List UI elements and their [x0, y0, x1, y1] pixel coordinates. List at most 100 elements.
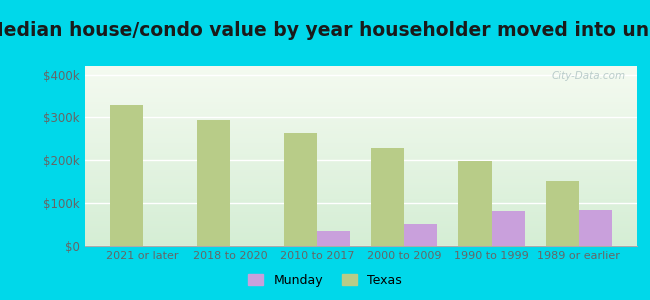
Bar — [84, 86, 637, 88]
Bar — [84, 82, 637, 84]
Bar — [84, 93, 637, 95]
Bar — [84, 165, 637, 167]
Bar — [84, 100, 637, 102]
Bar — [84, 226, 637, 228]
Bar — [84, 183, 637, 185]
Bar — [84, 147, 637, 149]
Bar — [84, 196, 637, 197]
Bar — [84, 145, 637, 147]
Bar — [84, 199, 637, 201]
Bar — [284, 133, 317, 246]
Bar — [84, 190, 637, 192]
Bar — [84, 197, 637, 199]
Bar — [84, 158, 637, 160]
Bar — [84, 111, 637, 113]
Bar — [84, 217, 637, 219]
Bar — [84, 88, 637, 89]
Bar — [84, 125, 637, 127]
Bar — [578, 210, 612, 246]
Bar — [84, 160, 637, 161]
Bar — [84, 127, 637, 129]
Bar — [84, 151, 637, 152]
Bar — [84, 214, 637, 215]
Bar — [84, 167, 637, 169]
Bar — [84, 97, 637, 98]
Bar — [84, 244, 637, 246]
Bar — [110, 105, 143, 246]
Bar — [84, 136, 637, 138]
Bar — [84, 203, 637, 205]
Bar — [84, 133, 637, 134]
Bar — [84, 124, 637, 125]
Bar — [84, 120, 637, 122]
Bar — [84, 223, 637, 224]
Bar — [404, 224, 437, 246]
Bar — [84, 142, 637, 143]
Bar — [84, 233, 637, 235]
Bar — [84, 228, 637, 230]
Bar — [84, 102, 637, 104]
Bar — [84, 80, 637, 82]
Bar — [84, 106, 637, 107]
Bar — [84, 215, 637, 217]
Bar — [84, 70, 637, 71]
Bar — [84, 219, 637, 221]
Bar — [84, 163, 637, 165]
Bar — [84, 89, 637, 91]
Bar — [197, 120, 230, 246]
Bar — [84, 113, 637, 115]
Bar — [84, 208, 637, 210]
Bar — [84, 104, 637, 106]
Text: City-Data.com: City-Data.com — [552, 71, 626, 81]
Bar — [84, 176, 637, 178]
Bar — [84, 210, 637, 212]
Bar — [84, 66, 637, 68]
Bar — [84, 178, 637, 179]
Bar — [84, 134, 637, 136]
Bar — [84, 232, 637, 233]
Bar — [84, 239, 637, 241]
Bar — [84, 181, 637, 183]
Bar — [84, 170, 637, 172]
Bar — [84, 98, 637, 100]
Bar — [84, 73, 637, 75]
Bar — [545, 181, 578, 246]
Bar — [84, 143, 637, 145]
Bar — [84, 140, 637, 142]
Bar — [458, 161, 491, 246]
Bar — [84, 241, 637, 242]
Bar — [84, 179, 637, 181]
Bar — [84, 118, 637, 120]
Bar — [84, 129, 637, 131]
Bar — [84, 237, 637, 239]
Bar — [84, 206, 637, 208]
Bar — [84, 156, 637, 158]
Bar — [84, 107, 637, 109]
Bar — [371, 148, 404, 246]
Bar — [84, 224, 637, 226]
Bar — [84, 185, 637, 187]
Bar — [84, 77, 637, 79]
Bar — [84, 205, 637, 206]
Bar — [84, 75, 637, 77]
Bar — [84, 187, 637, 188]
Bar — [84, 242, 637, 244]
Bar — [317, 231, 350, 246]
Bar — [84, 194, 637, 196]
Bar — [84, 138, 637, 140]
Bar — [84, 172, 637, 174]
Bar — [84, 122, 637, 124]
Bar — [84, 68, 637, 70]
Bar — [84, 230, 637, 232]
Bar — [84, 116, 637, 118]
Bar — [84, 192, 637, 194]
Bar — [84, 201, 637, 203]
Bar — [84, 221, 637, 223]
Bar — [84, 79, 637, 80]
Bar — [84, 95, 637, 97]
Bar — [84, 235, 637, 237]
Bar — [84, 152, 637, 154]
Legend: Munday, Texas: Munday, Texas — [244, 270, 406, 291]
Bar — [84, 149, 637, 151]
Bar — [84, 84, 637, 86]
